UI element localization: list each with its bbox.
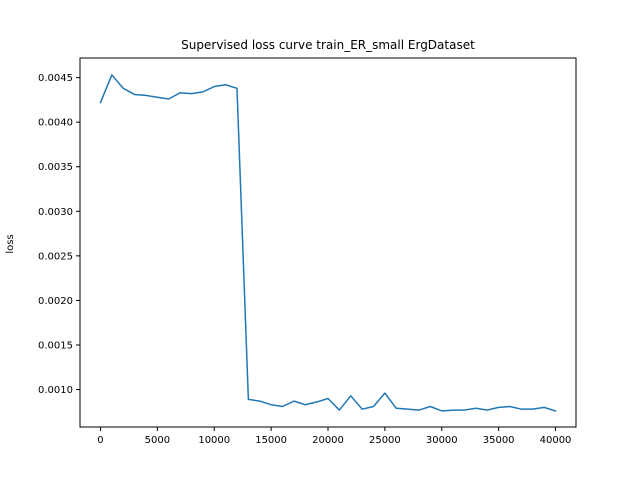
x-tick-label: 30000 bbox=[426, 435, 458, 446]
x-tick-label: 5000 bbox=[145, 435, 170, 446]
chart-title: Supervised loss curve train_ER_small Erg… bbox=[181, 38, 475, 52]
y-tick-label: 0.0015 bbox=[38, 341, 73, 352]
y-tick-label: 0.0030 bbox=[38, 207, 73, 218]
plot-area: 0 5000 10000 15000 20000 25000 30000 35000 40000… bbox=[38, 73, 571, 446]
x-tick-label: 20000 bbox=[312, 435, 344, 446]
y-tick-label: 0.0010 bbox=[38, 385, 73, 396]
x-tick-label: 10000 bbox=[198, 435, 230, 446]
y-tick-label: 0.0040 bbox=[38, 118, 73, 129]
x-tick-label: 15000 bbox=[255, 435, 287, 446]
x-tick-label: 35000 bbox=[483, 435, 515, 446]
x-tick-label: 25000 bbox=[369, 435, 401, 446]
plot-frame bbox=[79, 57, 577, 428]
x-tick-label: 40000 bbox=[540, 435, 572, 446]
y-axis-label: loss bbox=[5, 234, 16, 253]
y-tick-label: 0.0025 bbox=[38, 251, 73, 262]
y-tick-label: 0.0045 bbox=[38, 73, 73, 84]
loss-series-line bbox=[99, 74, 557, 412]
x-tick-label: 0 bbox=[97, 435, 103, 446]
y-tick-label: 0.0020 bbox=[38, 296, 73, 307]
y-tick-label: 0.0035 bbox=[38, 162, 73, 173]
